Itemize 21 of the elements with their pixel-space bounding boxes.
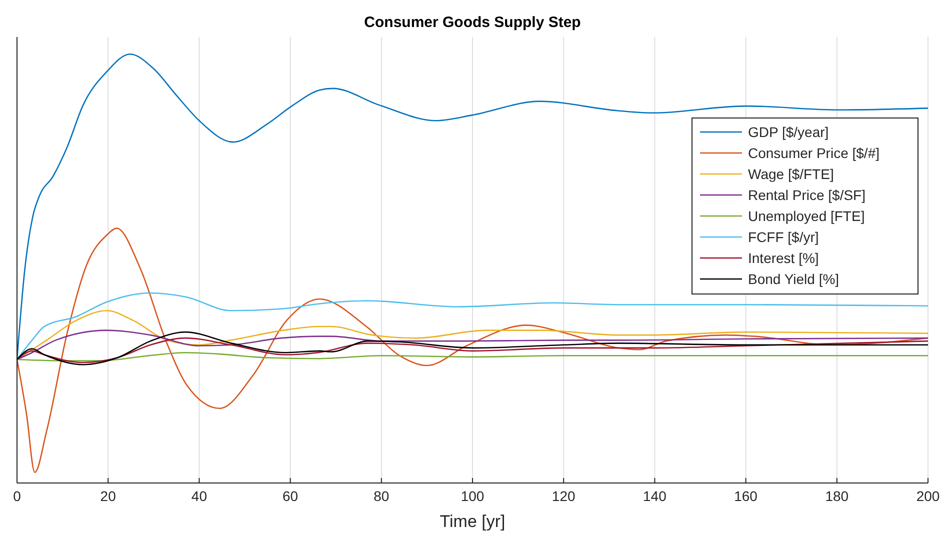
legend-label: Interest [%] xyxy=(748,250,819,266)
x-tick-label: 20 xyxy=(100,488,116,504)
x-tick-label: 180 xyxy=(825,488,849,504)
legend-label: Consumer Price [$/#] xyxy=(748,145,880,161)
x-tick-label: 100 xyxy=(460,488,484,504)
x-tick-label: 200 xyxy=(916,488,940,504)
legend-label: Wage [$/FTE] xyxy=(748,166,834,182)
x-tick-label: 120 xyxy=(552,488,576,504)
chart-title: Consumer Goods Supply Step xyxy=(364,14,581,31)
legend-label: Rental Price [$/SF] xyxy=(748,187,866,203)
x-tick-label: 140 xyxy=(643,488,667,504)
x-tick-label: 160 xyxy=(734,488,758,504)
x-axis-title: Time [yr] xyxy=(440,512,506,531)
x-tick-label: 80 xyxy=(374,488,390,504)
legend-label: Unemployed [FTE] xyxy=(748,208,865,224)
legend-label: Bond Yield [%] xyxy=(748,271,840,287)
x-tick-label: 60 xyxy=(282,488,298,504)
x-tick-label: 0 xyxy=(13,488,22,504)
legend-label: FCFF [$/yr] xyxy=(748,229,819,245)
x-tick-label: 40 xyxy=(191,488,208,504)
legend-label: GDP [$/year] xyxy=(748,124,829,140)
